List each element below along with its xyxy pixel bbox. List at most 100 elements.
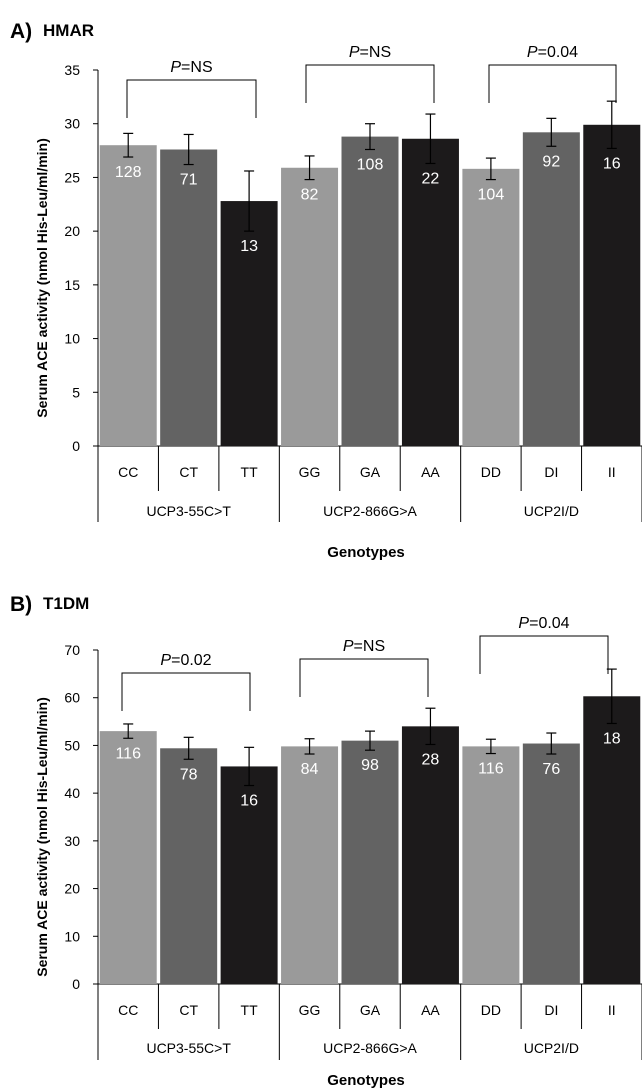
x-axis-label: Genotypes — [327, 544, 405, 561]
y-tick-label: 0 — [72, 976, 80, 992]
data-label: 28 — [422, 751, 440, 768]
bar — [160, 149, 218, 447]
p-value-label: P=NS — [343, 638, 385, 655]
bar — [401, 726, 459, 984]
y-tick-label: 35 — [64, 62, 80, 78]
bar — [99, 731, 157, 984]
p-symbol: P — [343, 638, 354, 655]
data-label: 98 — [361, 757, 379, 774]
group-label: UCP2I/D — [524, 1040, 579, 1056]
p-symbol: P — [349, 44, 360, 61]
data-label: 128 — [115, 164, 142, 181]
p-symbol: P — [170, 59, 181, 76]
group-label: UCP3-55C>T — [146, 503, 231, 519]
y-axis-label: Serum ACE activity (nmol His-Leu/ml/min) — [34, 138, 50, 418]
chart-panel-a: A) HMAR 0 5 10 15 20 25 30 35 Serum ACE activity (… — [10, 20, 642, 561]
data-label: 84 — [301, 761, 319, 778]
y-tick-label: 60 — [64, 690, 80, 706]
chart-panel-b: B) T1DM 0 10 20 30 40 50 60 70 Serum ACE activity … — [10, 593, 642, 1089]
p-value-label: P=NS — [349, 44, 391, 61]
p-symbol: P — [527, 44, 538, 61]
bar — [401, 138, 459, 447]
bar — [583, 124, 641, 446]
bar — [462, 746, 520, 984]
y-tick-label: 50 — [64, 737, 80, 753]
x-tick-label: GG — [299, 464, 321, 480]
x-tick-label: DD — [481, 464, 501, 480]
p-value: =NS — [360, 44, 392, 61]
data-label: 82 — [301, 187, 319, 204]
y-tick-label: 10 — [64, 928, 80, 944]
data-label: 71 — [180, 172, 198, 189]
x-tick-label: TT — [241, 1002, 259, 1018]
bar — [583, 696, 641, 984]
bar — [341, 740, 399, 984]
y-tick-label: 10 — [64, 331, 80, 347]
significance-bracket — [299, 658, 429, 697]
bar — [281, 167, 339, 446]
p-value: =0.02 — [171, 652, 212, 669]
p-value-label: P=0.04 — [527, 44, 578, 61]
x-tick-label: DI — [544, 1002, 558, 1018]
x-tick-label: CT — [179, 464, 198, 480]
y-tick-label: 30 — [64, 116, 80, 132]
p-symbol: P — [518, 615, 529, 632]
data-label: 18 — [603, 730, 621, 747]
x-tick-label: II — [608, 1002, 616, 1018]
y-tick-label: 70 — [64, 642, 80, 658]
y-tick-label: 30 — [64, 833, 80, 849]
bar — [522, 743, 580, 984]
x-tick-label: II — [608, 464, 616, 480]
data-label: 22 — [422, 170, 440, 187]
x-tick-label: TT — [241, 464, 259, 480]
y-axis-label: Serum ACE activity (nmol His-Leu/ml/min) — [34, 697, 50, 977]
y-tick-label: 40 — [64, 785, 80, 801]
chart-title: T1DM — [43, 594, 89, 613]
data-label: 104 — [478, 187, 505, 204]
x-tick-label: DD — [481, 1002, 501, 1018]
y-tick-label: 0 — [72, 438, 80, 454]
data-label: 16 — [603, 155, 621, 172]
panel-label: B) — [10, 593, 32, 616]
bar — [462, 168, 520, 446]
x-axis-label: Genotypes — [327, 1072, 405, 1089]
p-value-label: P=0.02 — [160, 652, 211, 669]
bar — [220, 766, 278, 984]
bar — [99, 145, 157, 446]
p-value: =0.04 — [529, 615, 570, 632]
group-label: UCP2-866G>A — [323, 503, 417, 519]
group-label: UCP3-55C>T — [146, 1040, 231, 1056]
y-tick-label: 25 — [64, 169, 80, 185]
x-tick-label: GG — [299, 1002, 321, 1018]
y-tick-label: 5 — [72, 384, 80, 400]
significance-bracket — [488, 64, 617, 103]
y-tick-label: 20 — [64, 223, 80, 239]
data-label: 116 — [478, 761, 504, 778]
p-value: =NS — [354, 638, 386, 655]
significance-bracket — [479, 635, 609, 674]
x-tick-label: DI — [544, 464, 558, 480]
x-tick-label: AA — [421, 1002, 440, 1018]
x-tick-label: AA — [421, 464, 440, 480]
p-value: =0.04 — [538, 44, 579, 61]
data-label: 76 — [542, 761, 560, 778]
data-label: 16 — [240, 793, 258, 810]
y-tick-label: 15 — [64, 277, 80, 293]
x-tick-label: CC — [118, 464, 138, 480]
x-tick-label: CC — [118, 1002, 138, 1018]
x-tick-label: GA — [360, 1002, 381, 1018]
panel-label: A) — [10, 20, 32, 43]
significance-bracket — [126, 79, 257, 118]
group-label: UCP2I/D — [524, 503, 579, 519]
significance-bracket — [121, 672, 251, 711]
bar — [160, 748, 218, 984]
x-tick-label: CT — [179, 1002, 198, 1018]
p-value-label: P=0.04 — [518, 615, 569, 632]
y-tick-label: 20 — [64, 881, 80, 897]
p-value: =NS — [181, 59, 213, 76]
bar — [220, 201, 278, 446]
significance-bracket — [305, 64, 435, 103]
bar — [341, 136, 399, 446]
data-label: 116 — [115, 745, 141, 762]
